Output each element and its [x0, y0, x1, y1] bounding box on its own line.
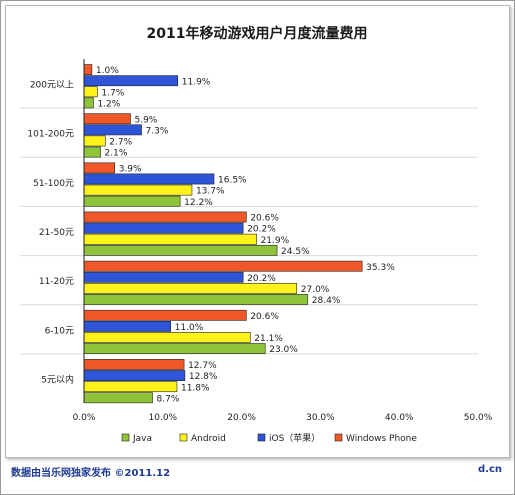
- bar-android-2: [83, 184, 193, 196]
- x-tick-label: 10.0%: [149, 413, 178, 423]
- data-label: 2.7%: [109, 138, 132, 148]
- category-label: 5元以内: [41, 373, 74, 385]
- data-label: 12.8%: [189, 372, 218, 382]
- bar-java-5: [83, 343, 266, 355]
- data-label: 20.6%: [250, 214, 279, 224]
- x-tick-label: 0.0%: [73, 413, 96, 423]
- data-label: 11.8%: [181, 383, 210, 393]
- footer-source: 数据由当乐网独家发布 ©2011.12: [11, 468, 171, 479]
- legend-swatch: [257, 433, 266, 442]
- bar-windowsphone-2: [83, 162, 116, 174]
- bar-windowsphone-4: [83, 260, 363, 272]
- chart-title: 2011年移动游戏用户月度流量费用: [147, 25, 368, 42]
- data-label: 7.3%: [146, 126, 169, 136]
- legend-swatch: [334, 433, 343, 442]
- bar-ios-1: [83, 124, 142, 136]
- data-label: 23.0%: [269, 345, 298, 355]
- data-label: 13.7%: [196, 187, 225, 197]
- data-label: 16.5%: [218, 176, 247, 186]
- data-label: 1.0%: [96, 66, 119, 76]
- bar-android-6: [83, 381, 178, 393]
- bar-ios-4: [83, 271, 244, 283]
- data-label: 21.1%: [254, 334, 283, 344]
- legend-swatch: [179, 433, 188, 442]
- bar-android-0: [83, 86, 98, 98]
- legend-swatch: [121, 433, 130, 442]
- bar-ios-6: [83, 370, 186, 381]
- data-label: 21.9%: [261, 236, 290, 246]
- bar-windowsphone-1: [83, 113, 131, 125]
- data-label: 11.0%: [175, 323, 204, 333]
- bar-ios-2: [83, 173, 215, 185]
- x-tick-label: 30.0%: [306, 413, 335, 423]
- bar-ios-5: [83, 321, 171, 332]
- data-label: 24.5%: [281, 247, 310, 257]
- category-label: 6-10元: [45, 326, 74, 336]
- data-label: 12.2%: [184, 198, 213, 208]
- data-label: 20.2%: [247, 274, 276, 284]
- data-label: 12.7%: [188, 361, 217, 371]
- category-label: 101-200元: [27, 130, 74, 140]
- data-label: 20.6%: [250, 312, 279, 322]
- data-label: 27.0%: [301, 285, 330, 295]
- bar-android-1: [83, 135, 106, 147]
- bar-android-3: [83, 233, 257, 245]
- data-label: 35.3%: [366, 263, 395, 273]
- x-tick-label: 20.0%: [227, 413, 256, 423]
- bar-java-4: [83, 294, 309, 305]
- data-label: 20.2%: [247, 225, 276, 235]
- data-label: 1.2%: [97, 100, 120, 110]
- data-label: 8.7%: [157, 394, 180, 404]
- bar-windowsphone-6: [83, 359, 185, 370]
- bar-java-2: [83, 195, 181, 207]
- category-label: 21-50元: [39, 228, 74, 238]
- legend-label: Java: [132, 434, 152, 444]
- data-label: 5.9%: [134, 115, 157, 125]
- data-label: 1.7%: [101, 88, 124, 98]
- data-label: 28.4%: [312, 296, 341, 306]
- bar-android-5: [83, 332, 251, 343]
- category-label: 11-20元: [39, 277, 74, 287]
- x-tick-label: 40.0%: [385, 413, 414, 423]
- bar-ios-3: [83, 222, 244, 234]
- legend-label: Android: [191, 434, 226, 444]
- bar-android-4: [83, 282, 298, 294]
- legend-label: Windows Phone: [346, 434, 417, 444]
- category-label: 200元以上: [30, 80, 74, 91]
- category-label: 51-100元: [33, 179, 74, 189]
- bar-windowsphone-5: [83, 309, 247, 321]
- bar-windowsphone-3: [83, 211, 247, 223]
- bar-java-1: [83, 146, 101, 158]
- bar-java-3: [83, 244, 278, 256]
- legend-label: iOS（苹果）: [269, 432, 320, 444]
- bar-ios-0: [83, 75, 179, 87]
- x-tick-label: 50.0%: [464, 413, 493, 423]
- data-label: 11.9%: [182, 77, 211, 87]
- bar-java-6: [83, 392, 153, 404]
- data-label: 3.9%: [119, 164, 142, 174]
- data-label: 2.1%: [105, 149, 128, 159]
- bar-windowsphone-0: [83, 64, 93, 75]
- bar-java-0: [83, 97, 94, 109]
- footer-brand: d.cn: [478, 464, 503, 475]
